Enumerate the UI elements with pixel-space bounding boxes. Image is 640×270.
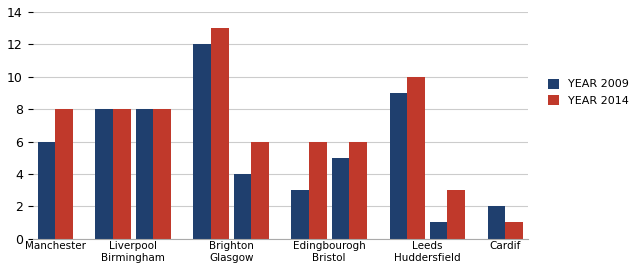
Bar — [447, 190, 465, 239]
Bar — [153, 109, 171, 239]
Bar — [430, 222, 447, 239]
Bar — [488, 206, 505, 239]
Bar — [332, 158, 349, 239]
Bar — [211, 28, 228, 239]
Bar — [136, 109, 153, 239]
Bar — [505, 222, 523, 239]
Bar — [252, 141, 269, 239]
Bar — [234, 174, 252, 239]
Bar — [309, 141, 326, 239]
Bar — [55, 109, 73, 239]
Bar — [193, 44, 211, 239]
Bar — [390, 93, 407, 239]
Bar — [38, 141, 55, 239]
Bar — [95, 109, 113, 239]
Bar — [407, 77, 425, 239]
Bar — [291, 190, 309, 239]
Legend: YEAR 2009, YEAR 2014: YEAR 2009, YEAR 2014 — [543, 74, 633, 110]
Bar — [349, 141, 367, 239]
Bar — [113, 109, 131, 239]
